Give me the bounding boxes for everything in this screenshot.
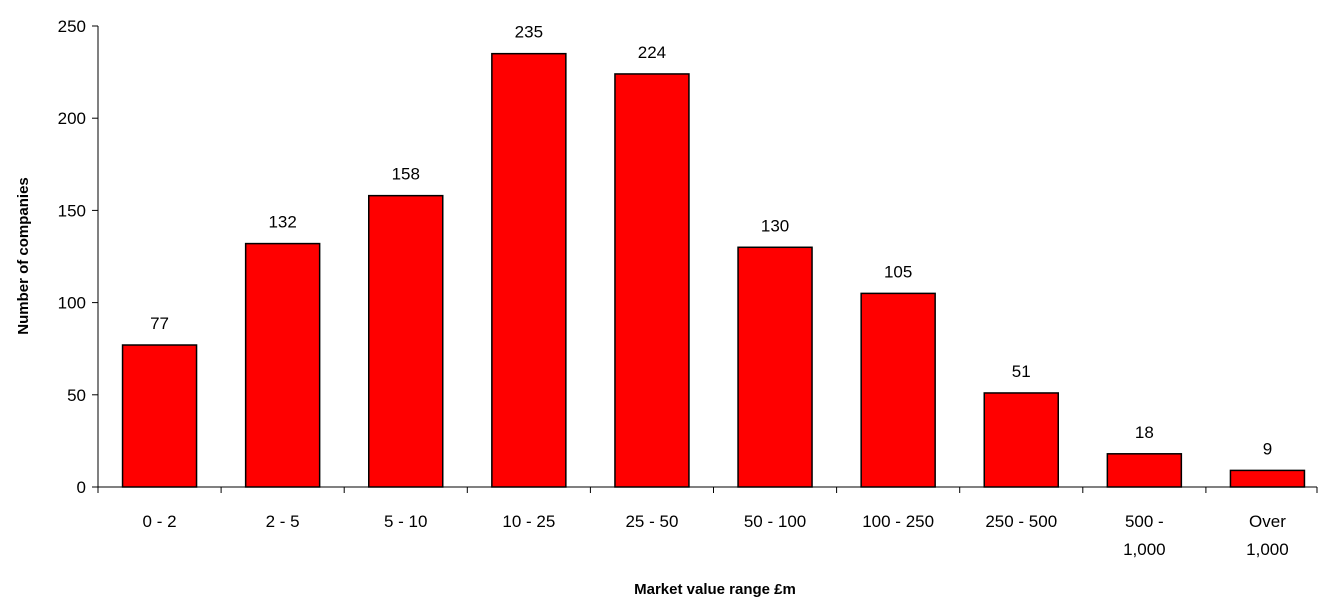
data-label: 77 <box>150 314 169 333</box>
bar <box>368 194 444 488</box>
bar <box>860 292 936 488</box>
data-label: 130 <box>761 216 789 235</box>
y-axis: 0 50 100 150 200 250 <box>58 17 99 497</box>
bar <box>737 246 813 488</box>
bar <box>614 73 690 488</box>
bar <box>1106 453 1183 488</box>
data-label: 235 <box>515 23 543 42</box>
x-tick-label: 5 - 10 <box>384 512 427 531</box>
bars <box>121 52 1306 488</box>
x-axis: 0 - 2 2 - 5 5 - 10 10 - 25 25 - 50 50 - 100 10… <box>97 486 1318 559</box>
x-axis-title: Market value range £m <box>634 581 796 598</box>
x-tick-label: 25 - 50 <box>625 512 678 531</box>
x-tick-label: 2 - 5 <box>266 512 300 531</box>
bar <box>491 52 567 488</box>
data-label: 224 <box>638 43 666 62</box>
data-label: 18 <box>1135 423 1154 442</box>
bar <box>1229 469 1306 488</box>
bar <box>244 242 321 488</box>
x-tick-label: 100 - 250 <box>862 512 934 531</box>
bar <box>983 392 1059 488</box>
y-tick-label: 0 <box>77 478 86 497</box>
data-label: 51 <box>1012 362 1031 381</box>
y-tick-label: 50 <box>67 386 86 405</box>
x-tick-label: 10 - 25 <box>502 512 555 531</box>
data-label: 105 <box>884 262 912 281</box>
y-tick-label: 250 <box>58 17 86 36</box>
data-label: 9 <box>1263 439 1272 458</box>
x-tick-label: Over 1,000 <box>1246 512 1289 559</box>
y-tick-label: 200 <box>58 109 86 128</box>
y-tick-label: 150 <box>58 201 86 220</box>
data-labels: 77 132 158 235 224 130 105 51 18 9 <box>150 23 1272 459</box>
data-label: 158 <box>392 165 420 184</box>
x-tick-label: 500 -1,000 <box>1123 512 1166 559</box>
x-tick-label: 50 - 100 <box>744 512 806 531</box>
y-axis-title: Number of companies <box>15 177 32 335</box>
x-tick-label: 250 - 500 <box>985 512 1057 531</box>
x-tick-label: 0 - 2 <box>143 512 177 531</box>
bar <box>121 344 198 488</box>
y-tick-label: 100 <box>58 294 86 313</box>
data-label: 132 <box>268 213 296 232</box>
